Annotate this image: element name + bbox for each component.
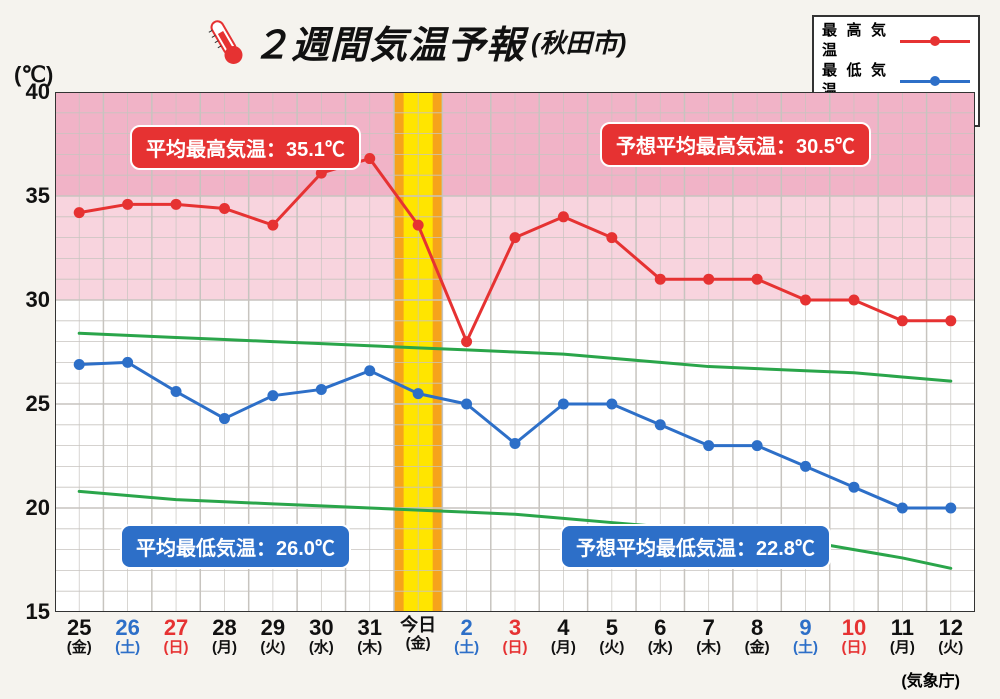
xaxis-date: 27 [152,616,200,640]
chart-header: ２週間気温予報 (秋田市) [210,14,626,69]
xaxis-date: 11 [878,616,926,640]
xaxis-date: 4 [539,616,587,640]
legend-line [900,40,970,43]
xaxis-tick: 29(火) [249,616,297,657]
xaxis-date: 30 [297,616,345,640]
yaxis-tick: 40 [14,79,50,105]
xaxis-date: 9 [781,616,829,640]
xaxis-date: 今日 [394,616,442,636]
xaxis-day: (日) [491,640,539,657]
xaxis-day: (土) [781,640,829,657]
xaxis-day: (土) [442,640,490,657]
badge-avg-low-past: 平均最低気温：26.0℃ [120,524,351,569]
yaxis-tick: 20 [14,495,50,521]
xaxis-day: (金) [733,640,781,657]
chart-subtitle: (秋田市) [531,23,626,60]
xaxis-tick: 今日(金) [394,616,442,657]
yaxis-tick: 25 [14,391,50,417]
xaxis-day: (土) [103,640,151,657]
xaxis-tick: 3(日) [491,616,539,657]
xaxis-date: 2 [442,616,490,640]
xaxis-day: (金) [55,640,103,657]
xaxis-date: 31 [346,616,394,640]
xaxis-date: 25 [55,616,103,640]
xaxis-day: (水) [636,640,684,657]
xaxis-tick: 4(月) [539,616,587,657]
xaxis-date: 8 [733,616,781,640]
legend-label: 最高気温 [822,21,888,61]
xaxis-date: 10 [830,616,878,640]
xaxis-day: (月) [878,640,926,657]
badge-avg-high-forecast: 予想平均最高気温：30.5℃ [600,122,871,167]
source-label: (気象庁) [901,667,960,691]
xaxis-tick: 26(土) [103,616,151,657]
xaxis-date: 26 [103,616,151,640]
xaxis-day: (月) [539,640,587,657]
xaxis-labels: 25(金)26(土)27(日)28(月)29(火)30(水)31(木)今日(金)… [55,616,975,657]
yaxis-tick: 35 [14,183,50,209]
xaxis-date: 6 [636,616,684,640]
xaxis-date: 12 [927,616,975,640]
xaxis-tick: 27(日) [152,616,200,657]
xaxis-date: 3 [491,616,539,640]
xaxis-tick: 12(火) [927,616,975,657]
xaxis-tick: 25(金) [55,616,103,657]
xaxis-tick: 6(水) [636,616,684,657]
xaxis-tick: 9(土) [781,616,829,657]
xaxis-date: 7 [684,616,732,640]
yaxis-tick: 30 [14,287,50,313]
xaxis-tick: 7(木) [684,616,732,657]
xaxis-tick: 8(金) [733,616,781,657]
legend-line [900,80,970,83]
xaxis-day: (木) [684,640,732,657]
xaxis-day: (火) [588,640,636,657]
thermometer-icon [200,12,253,71]
xaxis-tick: 10(日) [830,616,878,657]
xaxis-tick: 30(水) [297,616,345,657]
badge-avg-high-past: 平均最高気温：35.1℃ [130,125,361,170]
xaxis-day: (日) [830,640,878,657]
xaxis-date: 5 [588,616,636,640]
xaxis-tick: 11(月) [878,616,926,657]
xaxis-date: 28 [200,616,248,640]
xaxis-date: 29 [249,616,297,640]
xaxis-day: (火) [249,640,297,657]
xaxis-tick: 2(土) [442,616,490,657]
badge-avg-low-forecast: 予想平均最低気温：22.8℃ [560,524,831,569]
legend-row: 最高気温 [822,21,970,61]
yaxis-tick: 15 [14,599,50,625]
xaxis-day: (木) [346,640,394,657]
xaxis-day: (火) [927,640,975,657]
xaxis-tick: 5(火) [588,616,636,657]
xaxis-day: (水) [297,640,345,657]
xaxis-tick: 31(木) [346,616,394,657]
xaxis-tick: 28(月) [200,616,248,657]
legend-marker [930,36,940,46]
chart-title: ２週間気温予報 [252,14,525,69]
xaxis-day: (日) [152,640,200,657]
xaxis-day: (月) [200,640,248,657]
xaxis-day: (金) [394,636,442,653]
legend-marker [930,76,940,86]
